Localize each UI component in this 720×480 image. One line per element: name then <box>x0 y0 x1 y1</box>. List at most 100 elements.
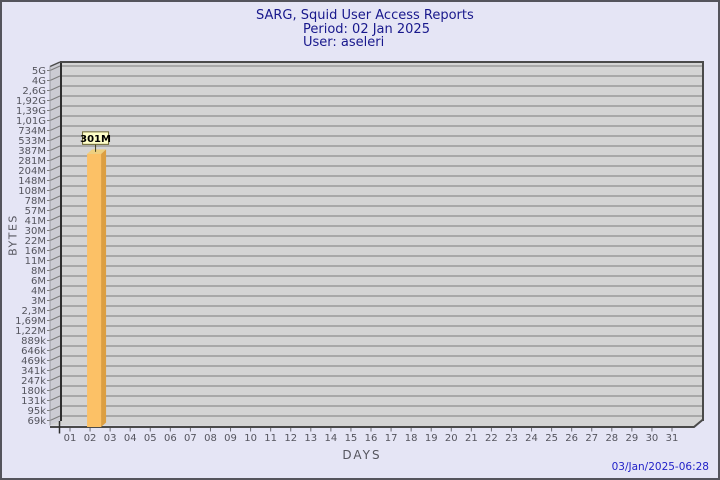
y-tick-label: 6M <box>31 276 46 287</box>
chart-title: SARG, Squid User Access Reports <box>256 8 474 23</box>
x-tick-label: 09 <box>224 433 237 444</box>
x-tick-label: 12 <box>284 433 297 444</box>
y-tick-depth <box>49 395 61 401</box>
y-tick-depth <box>49 85 61 91</box>
y-tick-depth <box>49 235 61 241</box>
y-tick-label: 69k <box>27 416 46 427</box>
y-tick-label: 341k <box>21 366 46 377</box>
generation-timestamp: 03/Jan/2025-06:28 <box>611 461 709 473</box>
y-tick-label: 533M <box>18 136 46 147</box>
y-tick-depth <box>49 165 61 171</box>
x-axis-title: DAYS <box>342 448 382 462</box>
y-tick-depth <box>49 355 61 361</box>
y-tick-label: 247k <box>21 376 46 387</box>
y-tick-depth <box>49 125 61 131</box>
y-tick-label: 734M <box>18 126 46 137</box>
x-tick-label: 17 <box>385 433 398 444</box>
y-tick-depth <box>49 205 61 211</box>
y-tick-depth <box>49 305 61 311</box>
x-tick-label: 10 <box>244 433 257 444</box>
y-tick-label: 889k <box>21 336 46 347</box>
x-tick-label: 04 <box>124 433 137 444</box>
x-tick-label: 02 <box>84 433 97 444</box>
x-tick-label: 15 <box>345 433 358 444</box>
x-tick-label: 22 <box>485 433 498 444</box>
bar-side <box>101 149 107 427</box>
y-tick-label: 3M <box>31 296 46 307</box>
x-tick-label: 19 <box>425 433 438 444</box>
plot-bottom-border <box>50 418 704 428</box>
x-tick-label: 01 <box>64 433 77 444</box>
y-tick-depth <box>49 325 61 331</box>
y-tick-depth <box>49 315 61 321</box>
y-tick-label: 41M <box>25 216 46 227</box>
y-tick-label: 2,3M <box>21 306 46 317</box>
y-tick-label: 30M <box>25 226 46 237</box>
y-tick-label: 4M <box>31 286 46 297</box>
x-tick-label: 05 <box>144 433 157 444</box>
y-tick-depth <box>49 95 61 101</box>
y-tick-depth <box>49 225 61 231</box>
y-tick-label: 469k <box>21 356 46 367</box>
plot-floor <box>50 421 702 427</box>
y-tick-label: 1,22M <box>15 326 46 337</box>
x-tick-label: 31 <box>666 433 679 444</box>
x-tick-label: 26 <box>565 433 578 444</box>
wall-top-edge <box>49 61 61 68</box>
y-tick-depth <box>49 275 61 281</box>
plot-area <box>62 62 704 421</box>
y-tick-depth <box>49 215 61 221</box>
x-tick-label: 06 <box>164 433 177 444</box>
x-tick-label: 23 <box>505 433 518 444</box>
y-tick-depth <box>49 335 61 341</box>
x-tick-label: 08 <box>204 433 217 444</box>
x-tick-label: 25 <box>545 433 558 444</box>
y-tick-depth <box>49 285 61 291</box>
y-tick-depth <box>49 295 61 301</box>
y-tick-depth <box>49 245 61 251</box>
y-tick-depth <box>49 105 61 111</box>
y-tick-depth <box>49 185 61 191</box>
bar-value-label: 301M <box>80 134 111 145</box>
y-tick-label: 646k <box>21 346 46 357</box>
y-tick-label: 2,6G <box>22 86 46 97</box>
x-tick-label: 27 <box>585 433 598 444</box>
x-tick-label: 29 <box>626 433 639 444</box>
y-tick-depth <box>49 405 61 411</box>
x-tick-label: 21 <box>465 433 478 444</box>
bar <box>87 153 102 427</box>
y-tick-label: 78M <box>25 196 46 207</box>
y-tick-depth <box>49 175 61 181</box>
bar-top <box>87 149 107 154</box>
x-tick-label: 11 <box>264 433 277 444</box>
x-tick-label: 16 <box>365 433 378 444</box>
x-tick-label: 20 <box>445 433 458 444</box>
y-tick-label: 4G <box>32 76 46 87</box>
y-tick-depth <box>49 115 61 121</box>
y-tick-label: 281M <box>18 156 46 167</box>
y-tick-label: 204M <box>18 166 46 177</box>
y-tick-label: 8M <box>31 266 46 277</box>
y-tick-label: 57M <box>25 206 46 217</box>
y-tick-depth <box>49 265 61 271</box>
x-tick-label: 03 <box>104 433 117 444</box>
y-tick-label: 95k <box>27 406 46 417</box>
y-tick-depth <box>49 65 61 71</box>
y-tick-depth <box>49 385 61 391</box>
x-tick-label: 28 <box>605 433 618 444</box>
y-tick-label: 11M <box>25 256 46 267</box>
y-tick-depth <box>49 345 61 351</box>
y-tick-label: 387M <box>18 146 46 157</box>
y-tick-label: 1,01G <box>16 116 46 127</box>
x-tick-label: 07 <box>184 433 197 444</box>
x-tick-label: 13 <box>304 433 317 444</box>
y-tick-depth <box>49 365 61 371</box>
y-tick-depth <box>49 75 61 81</box>
chart-user: User: aseleri <box>303 35 385 50</box>
y-tick-label: 131k <box>21 396 46 407</box>
y-tick-depth <box>49 145 61 151</box>
x-tick-label: 24 <box>525 433 538 444</box>
y-tick-depth <box>49 415 61 421</box>
